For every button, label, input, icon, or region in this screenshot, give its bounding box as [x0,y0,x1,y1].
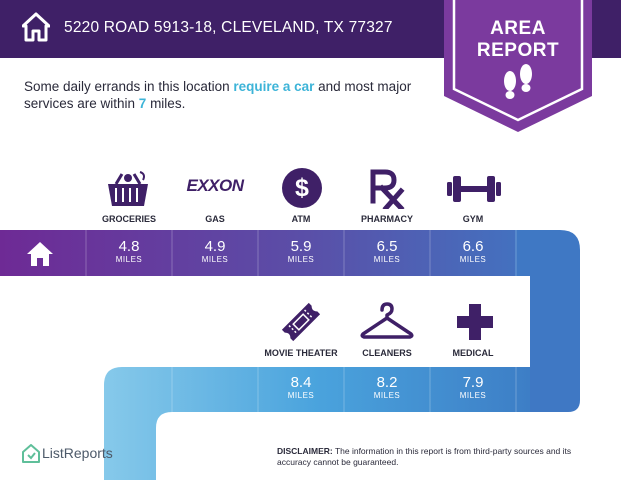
distance-atm: 5.9 MILES [287,238,315,265]
ticket-icon [281,302,321,342]
label-groceries: GROCERIES [101,214,156,224]
distance-cleaners: 8.2 MILES [373,374,401,401]
distance-movie-theater: 8.4 MILES [287,374,315,401]
label-atm: ATM [291,214,311,224]
rx-icon [370,169,405,209]
badge-title-line2: REPORT [476,40,560,61]
distance-gas: 4.9 MILES [201,238,229,265]
dollar-icon: $ [282,168,322,208]
medical-cross-icon [457,304,493,340]
label-pharmacy: PHARMACY [360,214,413,224]
home-icon [27,242,53,266]
listreports-brand[interactable]: ListReports [42,445,113,461]
intro-highlight-miles: 7 [138,96,147,111]
intro-highlight-car: require a car [233,79,315,94]
basket-icon [108,171,148,206]
label-cleaners: CLEANERS [362,348,412,358]
badge-title-line1: AREA [490,18,546,39]
label-gym: GYM [462,214,484,224]
dumbbell-icon [447,176,501,202]
home-icon [22,12,50,42]
label-movie-theater: MOVIE THEATER [264,348,338,358]
distance-gym: 6.6 MILES [459,238,487,265]
disclaimer: DISCLAIMER: The information in this repo… [277,446,572,467]
property-address: 5220 ROAD 5913-18, CLEVELAND, TX 77327 [64,19,393,36]
label-gas: GAS [205,214,225,224]
intro-summary: Some daily errands in this location requ… [24,79,412,111]
area-report-badge: AREA REPORT [444,0,592,132]
label-medical: MEDICAL [452,348,494,358]
distance-groceries: 4.8 MILES [115,238,143,265]
hanger-icon [360,302,414,339]
exxon-logo: EXXON [186,176,244,195]
distance-pharmacy: 6.5 MILES [373,238,401,265]
distance-medical: 7.9 MILES [459,374,487,401]
listreports-logo[interactable] [22,444,40,464]
footprints-icon [504,64,532,99]
